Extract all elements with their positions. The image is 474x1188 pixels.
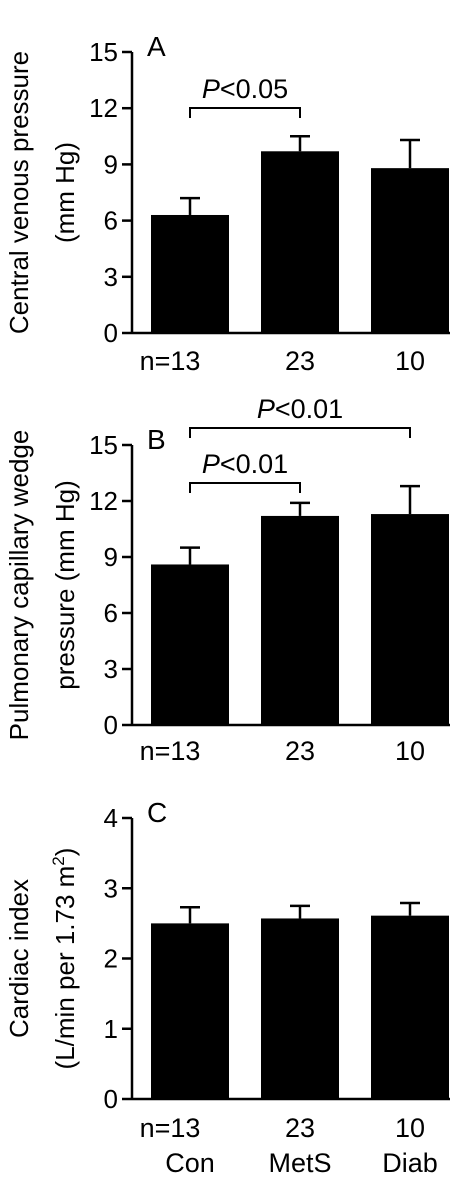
panel-label: A [147, 31, 166, 62]
y-tick-label: 2 [104, 944, 118, 974]
significance-label: P<0.01 [257, 394, 343, 424]
y-tick-label: 0 [104, 710, 118, 740]
n-label: 23 [285, 1113, 315, 1143]
n-label: n=13 [140, 346, 201, 376]
y-tick-label: 3 [104, 654, 118, 684]
group-label-con: Con [165, 1148, 215, 1178]
panel-label: B [147, 424, 166, 455]
panel-a: 0 3 6 9 12 15 Central venous pressure (mm Hg) An… [4, 31, 450, 376]
bar-mets [261, 151, 339, 333]
group-label-diab: Diab [382, 1148, 438, 1178]
significance-bracket [189, 482, 301, 493]
y-axis-label: Cardiac index [4, 879, 34, 1038]
significance-bracket [189, 427, 411, 438]
significance-bracket [189, 107, 301, 118]
bar-diab [371, 514, 449, 725]
y-tick-label: 0 [104, 318, 118, 348]
y-tick-label: 15 [89, 37, 118, 67]
y-axis-label-line2: (mm Hg) [50, 142, 80, 243]
y-tick-label: 1 [104, 1014, 118, 1044]
n-label: 10 [395, 346, 425, 376]
n-label: n=13 [140, 1113, 201, 1143]
group-label-mets: MetS [268, 1148, 331, 1178]
bar-con [151, 564, 229, 725]
y-axis-label-line2: (L/min per 1.73 m2) [49, 848, 80, 1070]
bar-diab [371, 168, 449, 333]
panel-b: 0 3 6 9 12 15 Pulmonary capillary wedge pressur… [4, 394, 450, 766]
y-tick-label: 0 [104, 1084, 118, 1114]
y-tick-label: 3 [104, 262, 118, 292]
significance-label: P<0.01 [202, 449, 288, 479]
y-axis-label: Pulmonary capillary wedge [4, 430, 34, 741]
y-tick-label: 6 [104, 206, 118, 236]
n-label: n=13 [140, 736, 201, 766]
y-tick-label: 12 [89, 93, 118, 123]
y-tick-label: 15 [89, 430, 118, 460]
y-tick-label: 9 [104, 149, 118, 179]
y-tick-label: 3 [104, 873, 118, 903]
panel-label: C [147, 797, 167, 828]
y-tick-label: 6 [104, 598, 118, 628]
y-tick-label: 4 [104, 803, 118, 833]
n-label: 23 [285, 736, 315, 766]
y-axis-label: Central venous pressure [4, 51, 34, 334]
n-label: 10 [395, 1113, 425, 1143]
significance-label: P<0.05 [202, 74, 288, 104]
bar-mets [261, 515, 339, 725]
y-tick-label: 9 [104, 542, 118, 572]
bar-con [151, 923, 229, 1099]
bar-mets [261, 918, 339, 1099]
y-axis-label-line2: pressure (mm Hg) [50, 480, 80, 689]
n-label: 10 [395, 736, 425, 766]
y-tick-label: 12 [89, 486, 118, 516]
bar-diab [371, 915, 449, 1099]
n-label: 23 [285, 346, 315, 376]
bar-con [151, 214, 229, 333]
